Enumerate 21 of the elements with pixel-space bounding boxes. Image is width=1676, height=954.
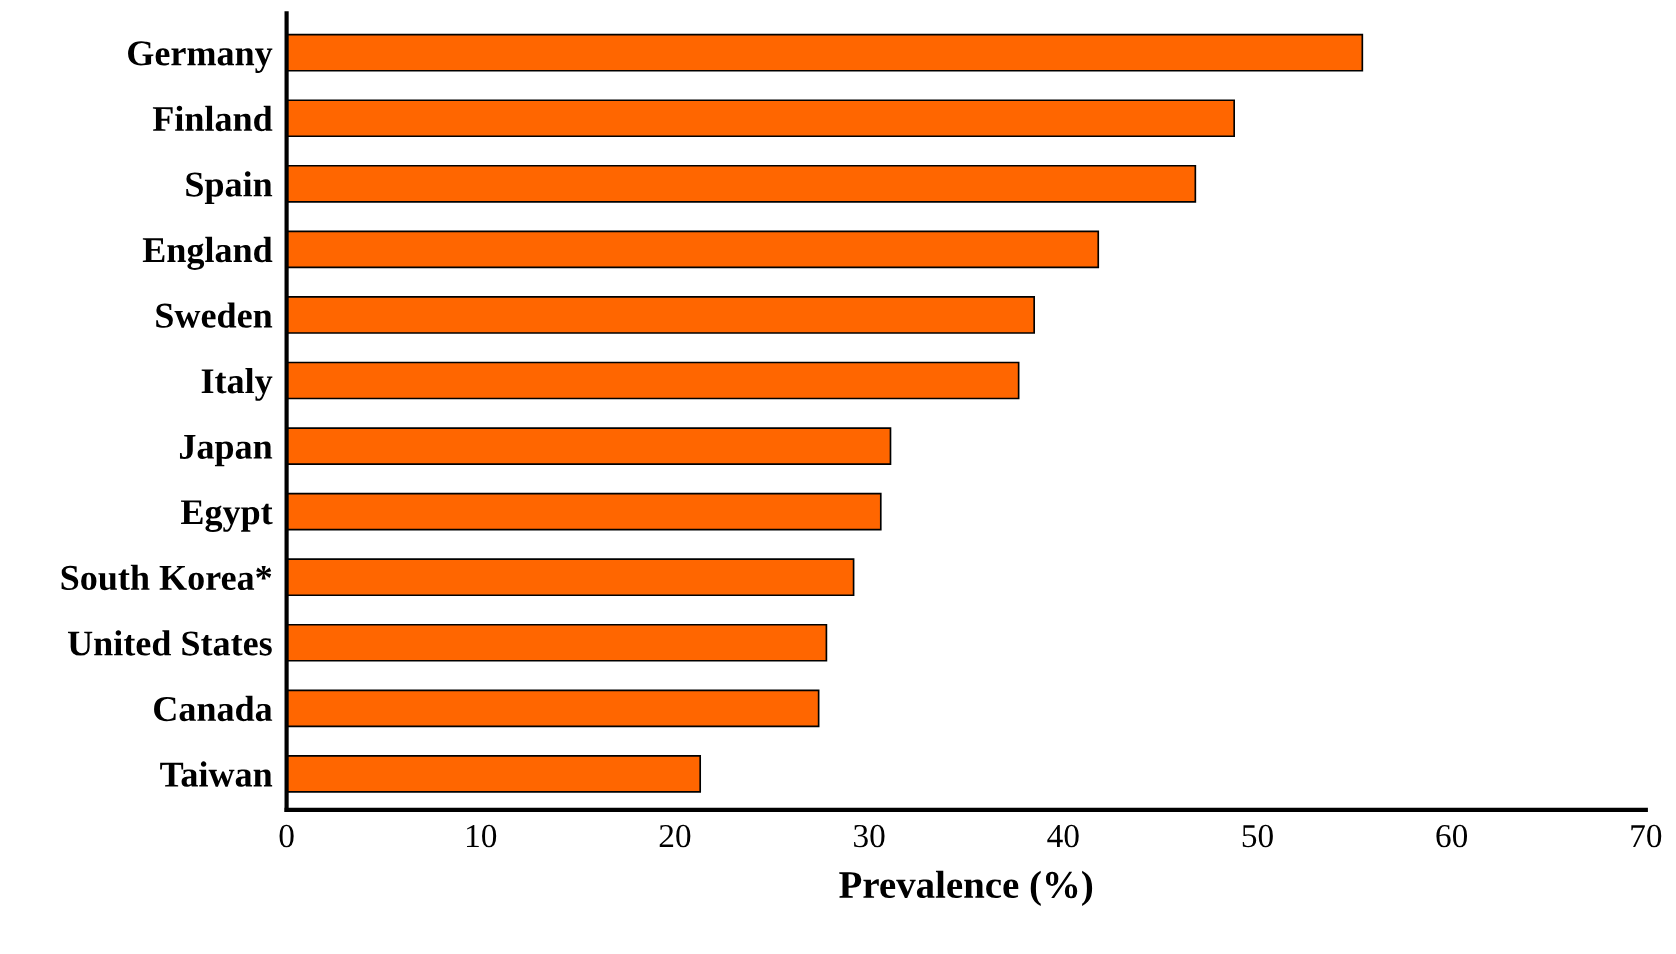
x-tick-label: 40 [1047,824,1079,848]
y-tick-label: South Korea* [61,564,272,591]
y-tick-label: Italy [201,367,273,401]
y-tick-label: England [142,236,273,270]
y-tick-label: Japan [179,434,273,467]
y-tick-label: Canada [154,695,273,722]
x-axis-title: Prevalence (%) [839,870,1093,906]
y-tick-label: United States [67,630,272,656]
x-tick-label: 70 [1631,824,1662,848]
y-tick-label: Egypt [181,500,273,532]
x-tick-label: 20 [659,824,691,848]
x-tick-label: 10 [467,824,497,848]
y-tick-label: Spain [186,171,273,205]
y-tick-label: Sweden [156,302,273,328]
x-tick-label: 50 [1242,824,1273,848]
x-tick-label: 30 [854,824,885,848]
y-tick-label: Taiwan [160,761,273,787]
x-tick-label: 60 [1436,824,1468,848]
y-tick-label: Finland [152,105,273,132]
y-tick-label: Germany [128,41,273,73]
x-tick-label: 0 [279,824,294,848]
